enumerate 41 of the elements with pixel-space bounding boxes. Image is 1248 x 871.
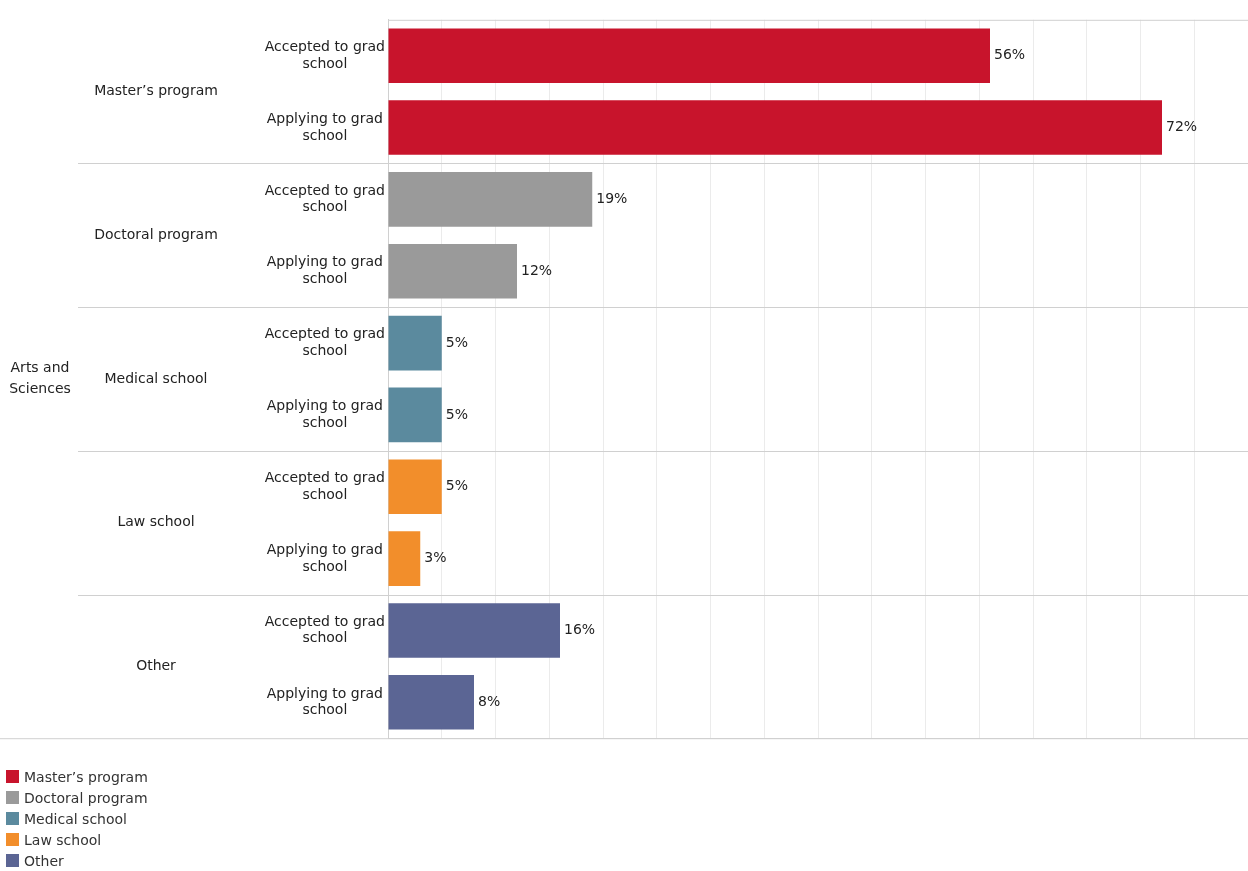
legend-label: Master’s program	[24, 768, 148, 785]
text: Law school	[117, 513, 195, 530]
bar	[388, 28, 990, 84]
bar	[388, 459, 442, 515]
data-label: 19%	[596, 190, 628, 207]
y-tick-label: Applying to grad school	[266, 540, 383, 574]
y-tick-label: Applying to grad school	[266, 397, 383, 430]
bar	[388, 531, 421, 586]
y-tick-label: Applying to grad school	[266, 109, 383, 143]
text: Master’s program	[94, 82, 218, 99]
data-label: 16%	[564, 621, 596, 638]
bar	[388, 315, 442, 371]
data-label: 5%	[445, 333, 468, 350]
y-tick-label: Accepted to grad school	[264, 37, 385, 71]
y-tick-label: Accepted to grad school	[264, 181, 385, 215]
data-label: 72%	[1166, 118, 1198, 135]
bar	[388, 603, 560, 658]
legend-label: Doctoral program	[24, 789, 148, 806]
data-label: 5%	[445, 477, 468, 494]
y-tick-label: Accepted to grad school	[264, 612, 385, 646]
legend-label: Medical school	[24, 810, 127, 827]
text: Medical school	[104, 369, 208, 386]
data-label: 56%	[994, 46, 1026, 63]
data-label: 12%	[521, 261, 553, 278]
data-label: 3%	[424, 549, 447, 566]
bar	[388, 387, 442, 443]
bar	[388, 674, 474, 730]
y-tick-label: Applying to grad school	[266, 684, 383, 718]
text: Other	[136, 657, 176, 673]
legend-label: Other	[24, 852, 64, 869]
y-tick-label: Accepted to grad school	[264, 469, 385, 502]
bar	[388, 172, 593, 227]
text: Doctoral program	[94, 225, 218, 242]
legend-label: Law school	[24, 831, 102, 848]
bar	[388, 100, 1162, 155]
data-label: 8%	[478, 692, 501, 709]
data-label: 5%	[445, 405, 468, 422]
text: Arts and Sciences	[9, 359, 71, 397]
bar	[388, 243, 517, 299]
y-tick-label: Applying to grad school	[266, 253, 383, 287]
y-tick-label: Accepted to grad school	[264, 325, 385, 359]
